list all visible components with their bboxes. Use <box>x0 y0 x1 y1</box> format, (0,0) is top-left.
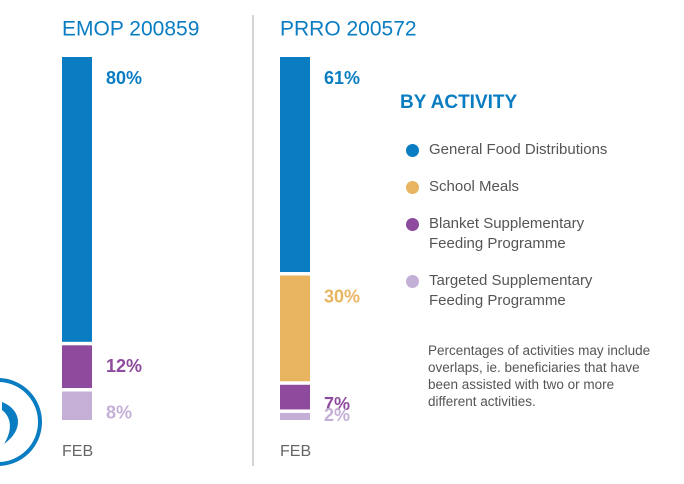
value-label: 61% <box>324 68 360 88</box>
value-label: 12% <box>106 356 142 376</box>
legend-item: Blanket Supplementary Feeding Programme <box>400 214 680 254</box>
legend-swatch <box>406 181 419 194</box>
legend-title: BY ACTIVITY <box>400 92 518 113</box>
legend-label: School Meals <box>429 178 520 195</box>
value-label: 7% <box>324 394 350 414</box>
note: Percentages of activities may include ov… <box>428 343 651 409</box>
bar-segment <box>62 345 92 389</box>
legend-swatch <box>406 144 419 157</box>
value-label: 30% <box>324 286 360 306</box>
bar-segment <box>280 384 310 410</box>
value-label: 80% <box>106 68 142 88</box>
bar-segment <box>280 275 310 382</box>
legend-swatch <box>406 275 419 288</box>
chart-title: EMOP 200859 <box>62 18 199 41</box>
legend-item: Targeted Supplementary Feeding Programme <box>400 271 680 311</box>
value-label: 8% <box>106 402 132 422</box>
legend-items: General Food Distributions School Meals Bl… <box>400 140 680 311</box>
legend-item: School Meals <box>400 177 680 197</box>
bar-segment <box>280 412 310 420</box>
logo-mark <box>2 402 19 444</box>
legend-label: Targeted Supplementary Feeding Programme <box>429 272 593 309</box>
legend: BY ACTIVITY General Food Distributions Sc… <box>400 92 680 311</box>
value-label: 2% <box>324 405 350 425</box>
legend-item: General Food Distributions <box>400 140 680 160</box>
x-tick-label: FEB <box>280 443 311 460</box>
legend-swatch <box>406 218 419 231</box>
legend-label: Blanket Supplementary Feeding Programme <box>429 215 585 252</box>
legend-label: General Food Distributions <box>429 141 608 158</box>
bar-segment <box>62 391 92 420</box>
bar-segment <box>280 57 310 273</box>
logo <box>0 378 42 466</box>
chart-title: PRRO 200572 <box>280 18 417 41</box>
x-tick-label: FEB <box>62 443 93 460</box>
bar-segment <box>62 57 92 342</box>
